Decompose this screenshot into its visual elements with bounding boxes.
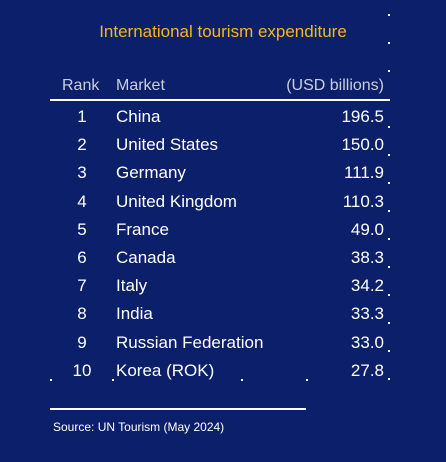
source-rule [50, 408, 306, 410]
guide-dot [388, 350, 390, 352]
market-cell: China [116, 107, 161, 126]
rank-cell: 7 [77, 276, 87, 296]
market-cell: Canada [116, 247, 176, 267]
market-cell: India [116, 304, 153, 324]
guide-dot [388, 14, 390, 16]
table-row: 3 Germany 111.9 [0, 160, 446, 188]
table-row: 6 Canada 38.3 [0, 245, 446, 273]
table-row: 9 Russian Federation 33.0 [0, 330, 446, 358]
table-body: 1 China 196.5 2 United States 150.0 3 Ge… [0, 104, 446, 386]
guide-dot [241, 379, 243, 381]
rank-cell: 4 [77, 191, 87, 211]
guide-dot [388, 210, 390, 212]
market-cell: Russian Federation [116, 332, 264, 352]
guide-dot [388, 322, 390, 324]
value-cell: 38.3 [350, 247, 384, 267]
market-cell: United States [116, 135, 219, 155]
source-note: Source: UN Tourism (May 2024) [53, 420, 225, 434]
market-cell: Korea (ROK) [116, 360, 215, 380]
table-row: 10 Korea (ROK) 27.8 [0, 358, 446, 386]
rank-cell: 10 [72, 360, 92, 380]
value-cell: 49.0 [350, 219, 384, 239]
value-cell: 33.0 [350, 332, 384, 352]
table-row: 1 China 196.5 [0, 104, 446, 132]
value-cell: 150.0 [341, 135, 384, 155]
table-row: 7 Italy 34.2 [0, 273, 446, 301]
guide-dot [388, 266, 390, 268]
rank-cell: 1 [77, 107, 87, 126]
rank-cell: 6 [77, 247, 87, 267]
value-cell: 196.5 [341, 107, 384, 126]
guide-dot [388, 126, 390, 128]
header-value: (USD billions) [286, 77, 384, 94]
market-cell: Italy [116, 276, 148, 296]
header-market: Market [116, 77, 165, 94]
market-cell: United Kingdom [116, 191, 237, 211]
market-cell: Germany [116, 163, 186, 183]
value-cell: 111.9 [343, 163, 384, 183]
rank-cell: 3 [77, 163, 87, 183]
header-rank: Rank [62, 77, 100, 94]
value-cell: 34.2 [350, 276, 384, 296]
guide-dot [388, 238, 390, 240]
guide-dot [388, 154, 390, 156]
value-cell: 110.3 [342, 191, 384, 211]
rank-cell: 2 [77, 135, 87, 155]
header-rule [50, 99, 390, 101]
rank-cell: 9 [77, 332, 87, 352]
guide-dot [50, 379, 52, 381]
value-cell: 27.8 [350, 360, 384, 380]
market-cell: France [116, 219, 169, 239]
table-row: 5 France 49.0 [0, 217, 446, 245]
rank-cell: 5 [77, 219, 87, 239]
table-row: 2 United States 150.0 [0, 132, 446, 160]
table-title: International tourism expenditure [99, 22, 347, 41]
guide-dot [388, 182, 390, 184]
guide-dot [112, 379, 114, 381]
value-cell: 33.3 [350, 304, 384, 324]
guide-dot [388, 378, 390, 380]
guide-dot [388, 294, 390, 296]
table-row: 8 India 33.3 [0, 301, 446, 329]
guide-dot [388, 70, 390, 72]
rank-cell: 8 [77, 304, 87, 324]
guide-dot [306, 379, 308, 381]
table-row: 4 United Kingdom 110.3 [0, 189, 446, 217]
guide-dot [388, 42, 390, 44]
